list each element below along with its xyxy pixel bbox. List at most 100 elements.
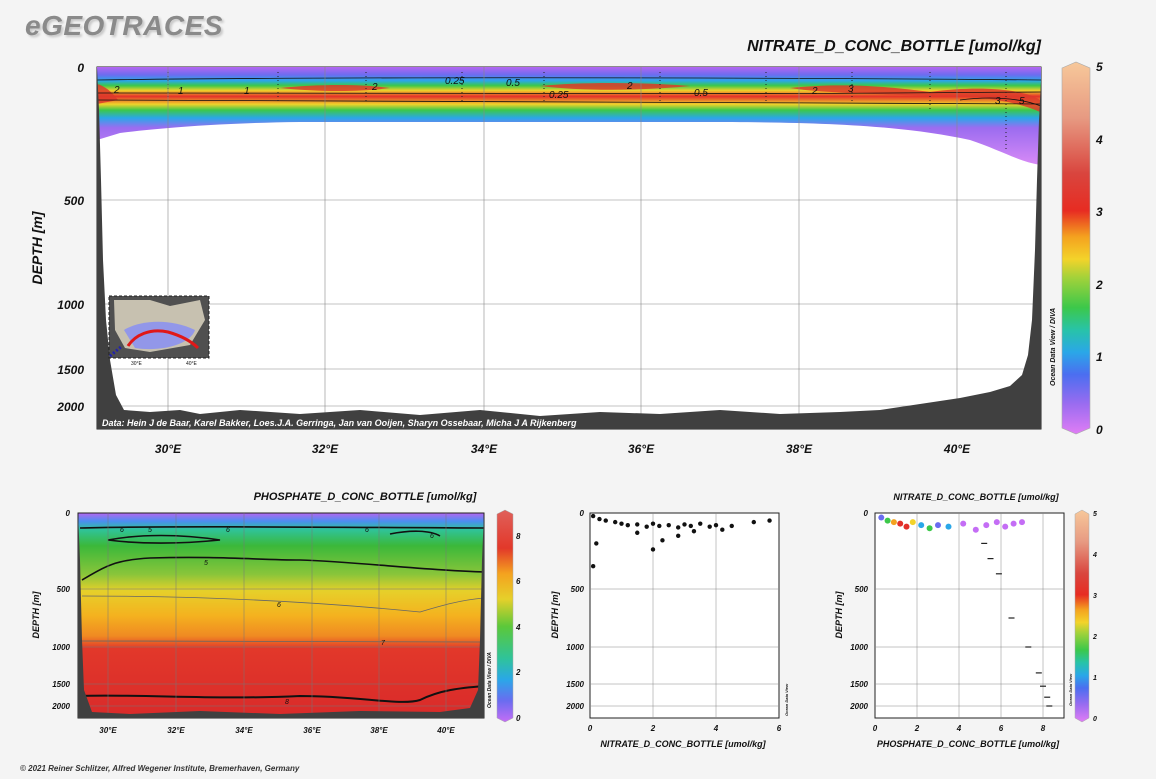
phosphate-profile-frame <box>874 512 1065 719</box>
data-point <box>635 530 640 535</box>
data-point <box>650 521 656 526</box>
y-tick-label: 0 <box>580 509 585 518</box>
colorbar-tick: 1 <box>1096 350 1103 364</box>
data-point <box>987 558 994 560</box>
x-tick-label: 0 <box>873 724 878 733</box>
data-point <box>1035 672 1042 674</box>
odv-side-label: Ocean Data View <box>784 683 789 716</box>
y-tick-label: 1500 <box>850 680 868 689</box>
data-point <box>688 523 693 529</box>
data-point <box>625 522 630 528</box>
top-colorbar: 0 1 2 3 4 5 <box>1061 60 1103 437</box>
colorbar-tick: 5 <box>1096 60 1103 74</box>
data-point <box>635 522 640 527</box>
y-tick-label: 1000 <box>850 643 868 652</box>
data-point <box>1046 705 1053 707</box>
x-tick-label: 40°E <box>436 726 455 735</box>
data-point <box>1025 646 1032 648</box>
top-grid <box>97 67 1041 429</box>
nitrate-scatter-points <box>590 513 772 569</box>
y-tick-label: 500 <box>57 585 71 594</box>
contour-label: 0.25 <box>549 90 569 101</box>
data-point <box>972 526 979 533</box>
phosphate-y-axis: 0 500 1000 1500 2000 <box>51 509 70 711</box>
y-tick-label: 2000 <box>849 702 868 711</box>
contour-label: 0.5 <box>694 88 708 99</box>
nitrate-profile-x-label: NITRATE_D_CONC_BOTTLE [umol/kg] <box>600 739 766 749</box>
phosphate-grid <box>78 513 484 718</box>
x-tick-label: 4 <box>713 724 719 733</box>
colorbar-tick: 2 <box>1095 278 1103 292</box>
x-tick-label: 30°E <box>99 726 117 735</box>
nitrate-profile-frame <box>589 512 780 719</box>
data-point <box>890 519 897 526</box>
data-point <box>590 513 596 519</box>
x-tick-label: 8 <box>1041 724 1046 733</box>
data-point <box>707 524 712 529</box>
phosphate-profile-y-label: DEPTH [m] <box>834 590 844 638</box>
x-tick-label: 32°E <box>167 726 185 735</box>
y-tick-label: 1000 <box>566 643 584 652</box>
inset-map: 30°E 40°E <box>108 295 210 367</box>
data-point <box>682 522 687 527</box>
data-point <box>713 522 719 528</box>
contour-label: 5 <box>1019 96 1025 107</box>
data-point <box>945 523 952 530</box>
top-y-axis: 0 500 1000 1500 2000 <box>56 61 84 414</box>
data-point <box>751 519 756 525</box>
colorbar-tick: 4 <box>1092 552 1097 559</box>
data-point <box>926 525 933 532</box>
contour-label: 3 <box>995 96 1001 107</box>
data-point <box>935 522 941 529</box>
inset-tick: 40°E <box>186 361 198 367</box>
x-tick-label: 30°E <box>155 442 182 456</box>
contour-label: 7 <box>381 640 386 647</box>
data-point <box>660 538 665 543</box>
phosphate-profile-title: NITRATE_D_CONC_BOTTLE [umol/kg] <box>893 492 1059 502</box>
phosphate-title: PHOSPHATE_D_CONC_BOTTLE [umol/kg] <box>254 491 477 503</box>
data-attribution: Data: Hein J de Baar, Karel Bakker, Loes… <box>102 418 577 428</box>
y-tick-label: 1000 <box>57 298 84 312</box>
y-tick-label: 1500 <box>52 680 70 689</box>
nitrate-profile-grid <box>590 513 779 718</box>
y-tick-label: 500 <box>64 194 84 208</box>
x-tick-label: 38°E <box>370 726 388 735</box>
y-tick-label: 2000 <box>56 400 84 414</box>
data-point <box>603 518 608 523</box>
data-point <box>597 516 602 522</box>
y-tick-label: 0 <box>864 509 869 518</box>
colorbar-tick: 8 <box>516 532 521 541</box>
contour-label: 6 <box>226 527 230 534</box>
colorbar-tick: 0 <box>1096 423 1103 437</box>
data-point <box>767 518 772 523</box>
contour-label: 0.25 <box>445 76 465 87</box>
data-point <box>613 519 618 525</box>
colorbar-tick: 1 <box>1093 675 1097 682</box>
odv-side-label: Ocean Data View / DIVA <box>1050 308 1057 386</box>
phosphate-contours <box>77 526 485 703</box>
phosphate-profile-x-label: PHOSPHATE_D_CONC_BOTTLE [umol/kg] <box>877 739 1060 749</box>
colorbar-tick: 3 <box>1096 205 1103 219</box>
data-point <box>983 522 990 529</box>
data-point <box>1019 519 1025 526</box>
phosphate-colorbar-ticks: 0 2 4 6 8 <box>515 532 521 723</box>
data-point <box>993 519 1000 526</box>
data-point <box>650 547 656 552</box>
odv-side-label: Ocean Data View / DIVA <box>487 652 493 708</box>
data-point <box>1044 696 1051 698</box>
nitrate-max-band <box>97 83 1040 112</box>
colorbar-tick: 4 <box>515 623 521 632</box>
x-tick-label: 34°E <box>235 726 253 735</box>
data-point <box>590 564 596 569</box>
odv-side-label: Ocean Data View <box>1068 673 1073 706</box>
x-tick-label: 6 <box>777 724 782 733</box>
colorbar-tick: 0 <box>516 714 521 723</box>
top-x-axis: 30°E 32°E 34°E 36°E 38°E 40°E <box>155 442 971 456</box>
y-tick-label: 0 <box>66 509 71 518</box>
nitrate-profile-y-axis: 0 500 1000 1500 2000 <box>565 509 584 711</box>
data-point <box>729 523 734 529</box>
data-point <box>676 525 681 530</box>
x-tick-label: 34°E <box>471 442 498 456</box>
data-point <box>594 541 599 546</box>
x-tick-label: 32°E <box>312 442 339 456</box>
